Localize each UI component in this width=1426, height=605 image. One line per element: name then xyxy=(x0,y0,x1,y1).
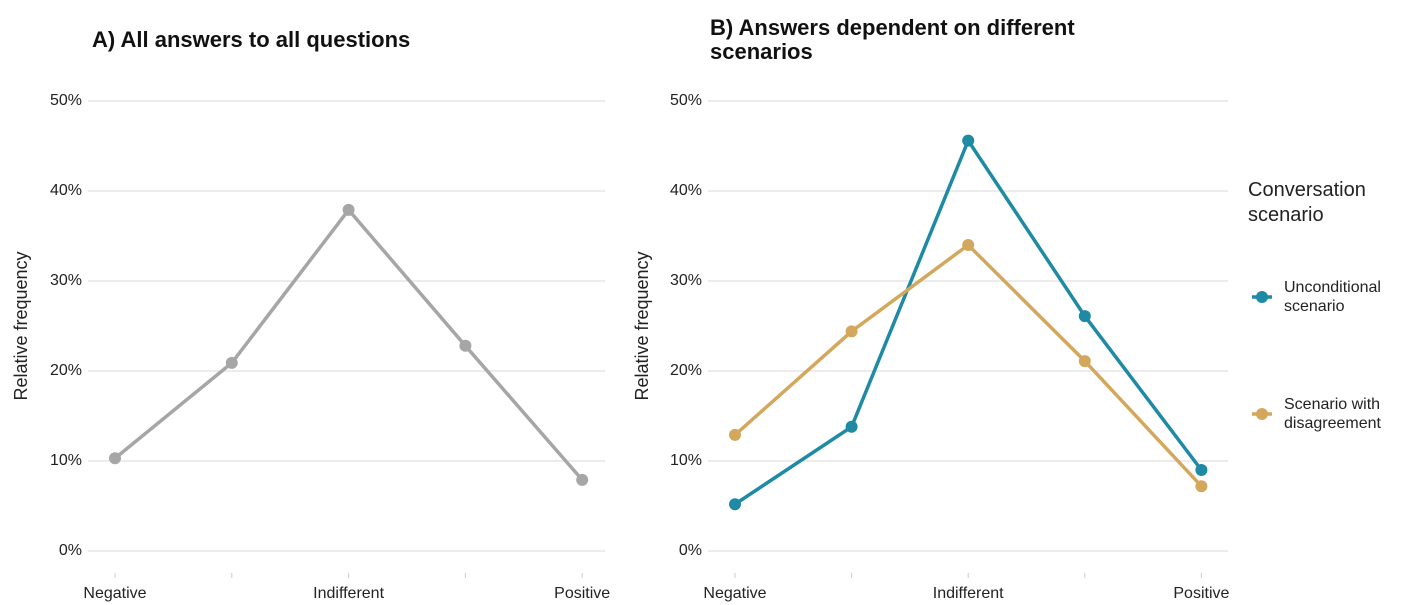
y-tick-label: 40% xyxy=(670,182,702,199)
y-tick-label: 40% xyxy=(50,182,82,199)
y-tick-label: 0% xyxy=(59,542,82,559)
point xyxy=(342,203,355,216)
point xyxy=(1078,355,1091,368)
point xyxy=(845,420,858,433)
legend-title: Conversation scenario xyxy=(1248,179,1366,226)
point xyxy=(459,339,472,352)
y-tick-label: 50% xyxy=(50,92,82,109)
y-axis-label: Relative frequency xyxy=(11,251,31,400)
series-line xyxy=(734,136,1203,506)
point xyxy=(962,239,975,251)
point xyxy=(1195,480,1208,493)
y-tick-label: 20% xyxy=(50,362,82,379)
x-tick-label: Indifferent xyxy=(933,585,1004,602)
y-tick-label: 30% xyxy=(50,272,82,289)
series-line xyxy=(113,207,584,482)
y-axis-label: Relative frequency xyxy=(632,251,652,400)
chart-title: A) All answers to all questions xyxy=(92,27,411,52)
chart-title: B) Answers dependent on different scenar… xyxy=(710,15,1075,64)
point xyxy=(962,134,975,147)
y-tick-label: 0% xyxy=(679,542,702,559)
y-tick-label: 30% xyxy=(670,272,702,289)
legend-key xyxy=(1256,291,1268,303)
legend-key xyxy=(1256,408,1268,420)
y-tick-label: 10% xyxy=(50,452,82,469)
legend-label: Scenario with disagreement xyxy=(1284,396,1381,432)
point xyxy=(225,356,238,369)
x-tick-label: Indifferent xyxy=(313,585,384,602)
y-tick-label: 50% xyxy=(670,92,702,109)
point xyxy=(729,498,741,511)
point xyxy=(576,473,589,486)
point xyxy=(729,428,741,441)
point xyxy=(845,325,858,338)
legend-label: Unconditional scenario xyxy=(1284,279,1381,315)
x-tick-label: Negative xyxy=(83,585,146,602)
y-tick-label: 10% xyxy=(670,452,702,469)
y-tick-label: 20% xyxy=(670,362,702,379)
x-tick-label: Negative xyxy=(703,585,766,602)
point xyxy=(109,452,121,465)
point xyxy=(1078,310,1091,323)
x-tick-label: Positive xyxy=(554,585,610,602)
x-tick-label: Positive xyxy=(1173,585,1229,602)
point xyxy=(1195,464,1208,476)
